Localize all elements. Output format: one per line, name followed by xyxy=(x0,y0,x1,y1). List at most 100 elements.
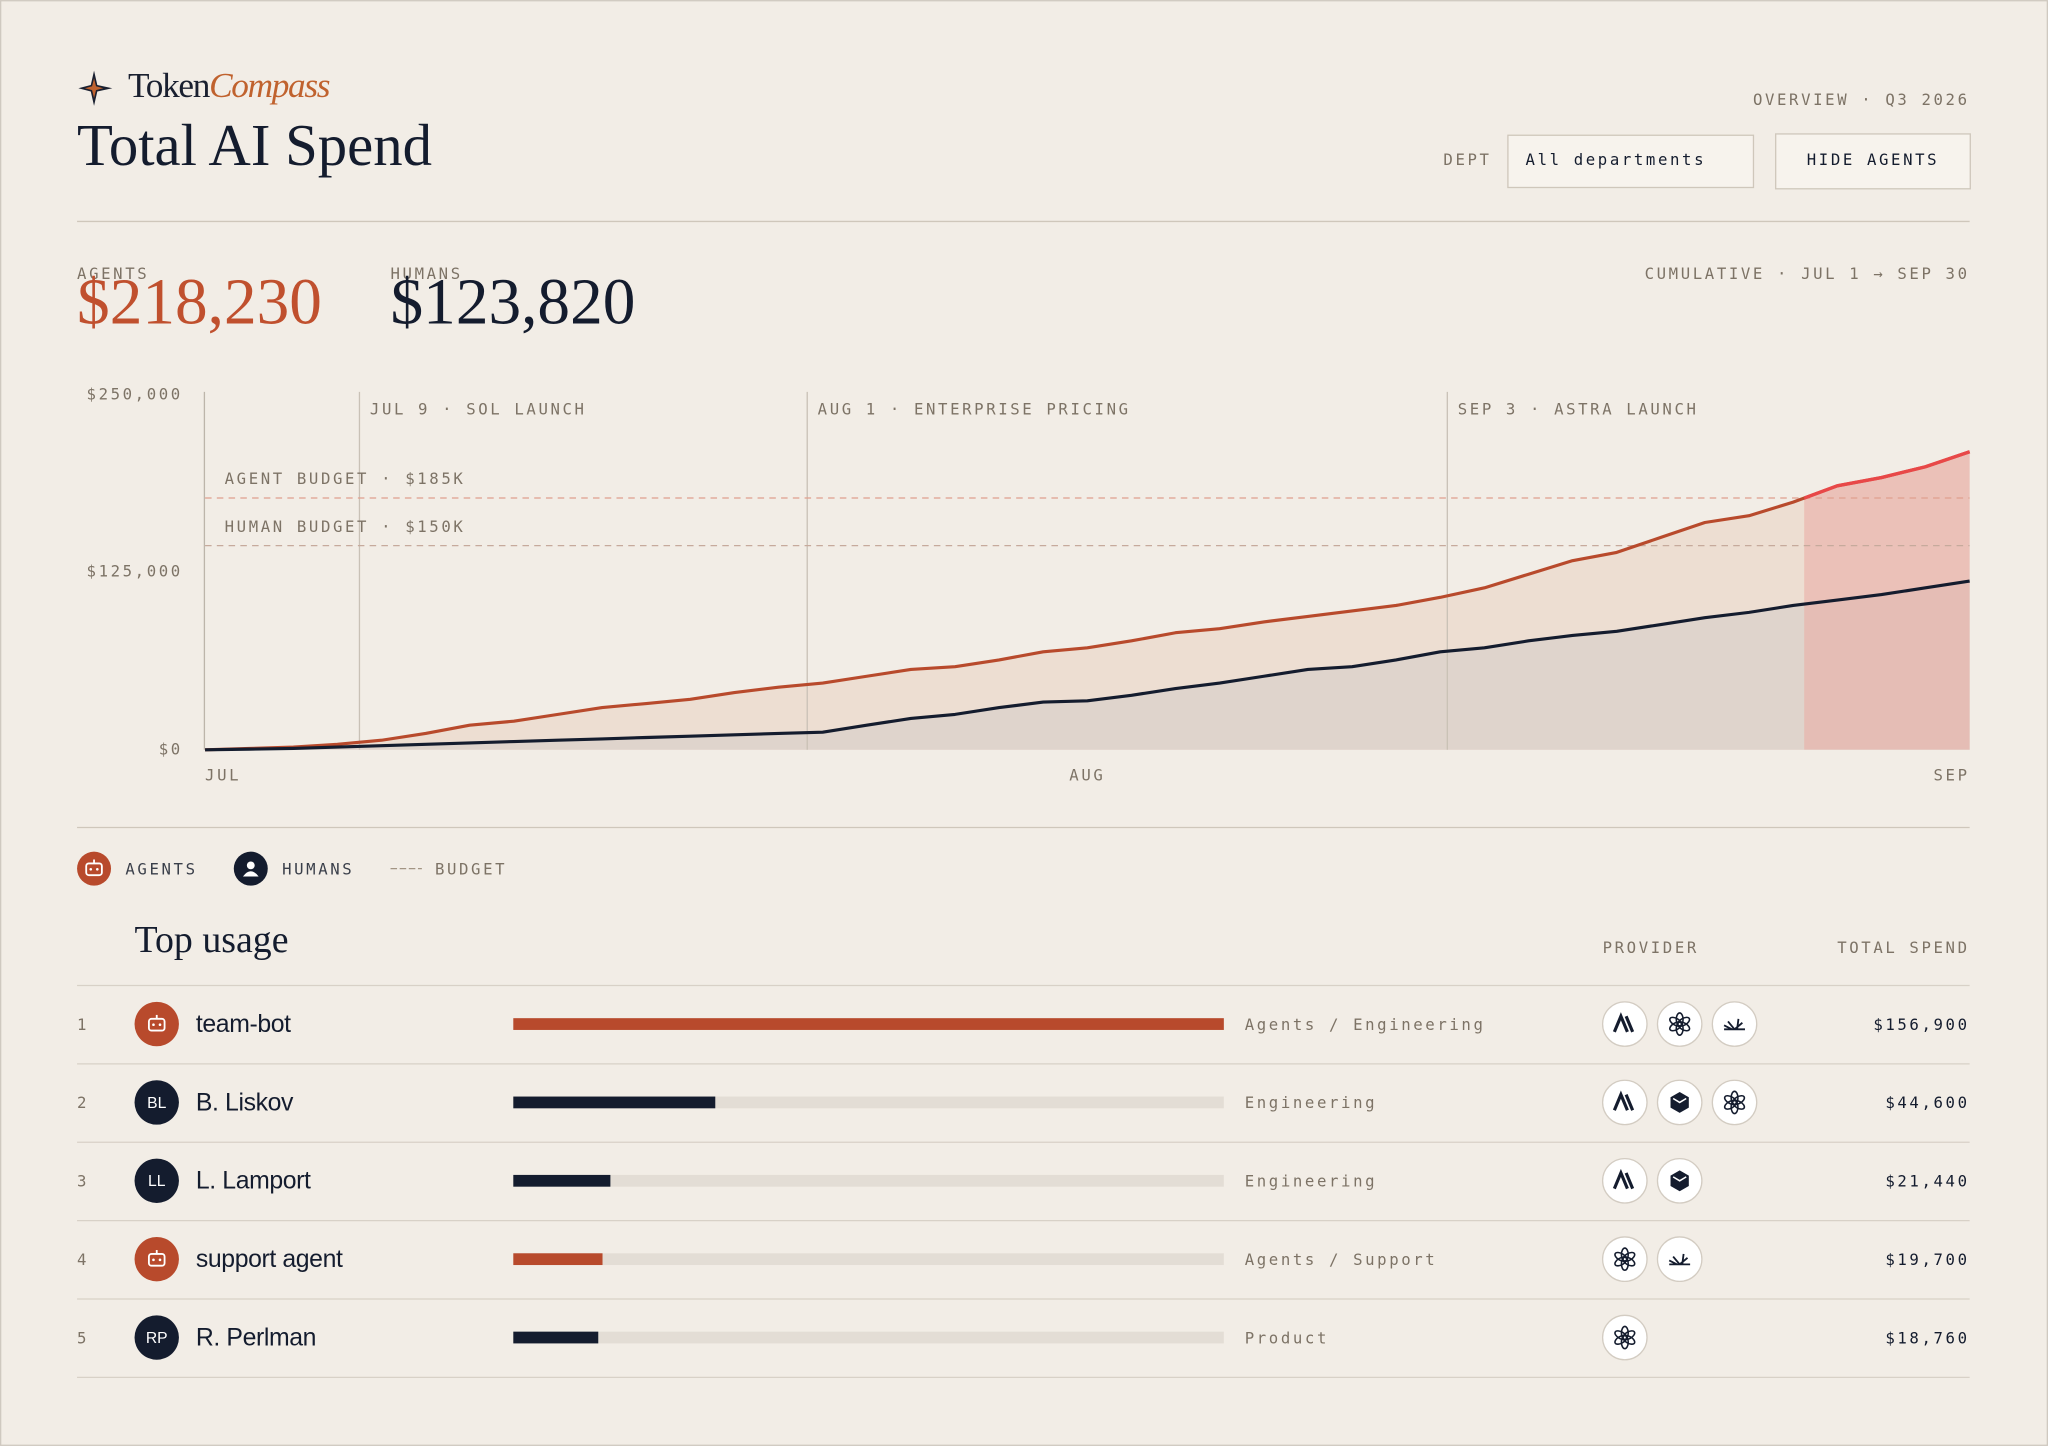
bar xyxy=(513,1253,603,1266)
column-header: PROVIDER xyxy=(1603,938,1699,957)
brand-first: Token xyxy=(128,66,211,105)
provider-icon xyxy=(1601,1236,1648,1283)
provider-icon xyxy=(1656,1236,1703,1283)
avatar xyxy=(134,1001,179,1047)
row-name: L. Lamport xyxy=(196,1168,311,1195)
humans-total-label: HUMANS xyxy=(391,264,463,283)
bar xyxy=(513,1331,599,1344)
team: Agents / Support xyxy=(1245,1250,1438,1269)
y-tick-label: $125,000 xyxy=(87,561,183,580)
bar-track xyxy=(513,1174,1224,1187)
provider-glyph xyxy=(1612,1012,1635,1033)
avatar xyxy=(134,1236,179,1282)
x-tick-label: JUL xyxy=(205,765,241,784)
over-budget-area xyxy=(1804,451,1970,750)
event-label: SEP 3 · ASTRA LAUNCH xyxy=(1458,400,1699,419)
provider-icon xyxy=(1711,1001,1758,1047)
avatar xyxy=(134,1080,179,1125)
team: Engineering xyxy=(1245,1093,1377,1112)
logo-star-inner xyxy=(84,78,104,99)
legend-label: BUDGET xyxy=(435,859,507,878)
spend: $156,900 xyxy=(1873,1015,1969,1034)
provider-glyph xyxy=(1614,1251,1628,1263)
provider-glyph xyxy=(1668,1253,1691,1266)
provider-glyph xyxy=(1723,1094,1738,1106)
bar xyxy=(513,1096,716,1109)
bar-track xyxy=(513,1096,1224,1109)
robot-icon xyxy=(96,867,99,871)
legend-label: HUMANS xyxy=(282,859,354,878)
spend: $21,440 xyxy=(1885,1172,1969,1191)
legend: AGENTS HUMANS BUDGET xyxy=(77,851,507,886)
legend-label: AGENTS xyxy=(125,859,197,878)
range: CUMULATIVE · JUL 1 → SEP 30 xyxy=(1645,264,1970,283)
team: Engineering xyxy=(1245,1172,1377,1191)
provider-icon xyxy=(1601,1314,1648,1361)
x-tick-label: SEP xyxy=(1934,765,1970,784)
rank: 4 xyxy=(77,1250,89,1269)
chart: $0 $125,000 $250,000 JUL AUG SEP JUL 9 · SOL L… xyxy=(87,385,1971,784)
agents-total-label: AGENTS xyxy=(77,264,149,283)
provider-glyph xyxy=(1672,1176,1687,1182)
bar xyxy=(513,1018,1224,1030)
provider-glyph xyxy=(1723,1018,1745,1031)
agents-total: $218,230 xyxy=(77,266,322,338)
robot-icon xyxy=(158,1023,162,1027)
overview: OVERVIEW · Q3 2026 xyxy=(1753,90,1970,109)
row-name: team-bot xyxy=(196,1011,291,1038)
dept-select[interactable] xyxy=(1507,134,1755,189)
rank: 1 xyxy=(77,1015,89,1034)
provider-icon xyxy=(1711,1079,1758,1126)
event-label: JUL 9 · SOL LAUNCH xyxy=(370,400,587,419)
provider-glyph xyxy=(1669,1016,1683,1027)
legend-swatch xyxy=(77,851,112,886)
spend: $18,760 xyxy=(1885,1328,1969,1347)
budget-label: AGENT BUDGET · $185K xyxy=(225,469,466,488)
avatar-initials: BL xyxy=(147,1095,166,1112)
provider-glyph xyxy=(1672,1097,1687,1104)
bar xyxy=(513,1174,611,1187)
rank: 2 xyxy=(77,1093,89,1112)
avatar xyxy=(134,1158,179,1203)
provider-glyph xyxy=(1612,1090,1635,1111)
bar-track xyxy=(513,1253,1224,1266)
series-area xyxy=(205,581,1970,750)
avatar-initials: RP xyxy=(146,1330,168,1347)
row-name: B. Liskov xyxy=(196,1089,294,1116)
event-label: AUG 1 · ENTERPRISE PRICING xyxy=(818,400,1131,419)
x-tick-label: AUG xyxy=(1069,765,1105,784)
team: Agents / Engineering xyxy=(1245,1015,1486,1034)
robot-icon xyxy=(152,1258,155,1262)
person-icon xyxy=(242,871,259,877)
team: Product xyxy=(1245,1328,1329,1347)
toggle-button[interactable] xyxy=(1775,133,1971,190)
spend: $44,600 xyxy=(1885,1093,1969,1112)
brand-second: Compass xyxy=(209,66,330,105)
person-icon xyxy=(246,861,255,870)
rank: 3 xyxy=(77,1172,89,1191)
robot-icon xyxy=(89,867,93,871)
avatar xyxy=(134,1315,179,1360)
rank: 5 xyxy=(77,1328,89,1347)
series-line xyxy=(205,450,1971,752)
page-title: Total AI Spend xyxy=(77,113,432,178)
robot-icon xyxy=(158,1258,162,1262)
bar-track xyxy=(513,1331,1224,1344)
dept-label: DEPT xyxy=(1443,150,1491,169)
y-tick-label: $0 xyxy=(159,739,183,758)
budget-label: HUMAN BUDGET · $150K xyxy=(225,517,466,536)
spend: $19,700 xyxy=(1885,1250,1969,1269)
provider-glyph xyxy=(1612,1168,1635,1190)
dept-value[interactable]: All departments xyxy=(1526,150,1707,169)
provider-icon xyxy=(1656,1001,1703,1047)
row-name: support agent xyxy=(196,1246,343,1273)
brand: TokenCompass xyxy=(128,66,330,105)
row-name: R. Perlman xyxy=(196,1324,316,1351)
avatar-initials: LL xyxy=(148,1173,166,1190)
y-tick-label: $250,000 xyxy=(87,385,183,404)
toggle-label[interactable]: HIDE AGENTS xyxy=(1807,150,1939,169)
table-rows: 1 team-bot Agents / Engineering $156,900 2 BL… xyxy=(77,1001,1970,1379)
humans-total: $123,820 xyxy=(391,266,636,338)
